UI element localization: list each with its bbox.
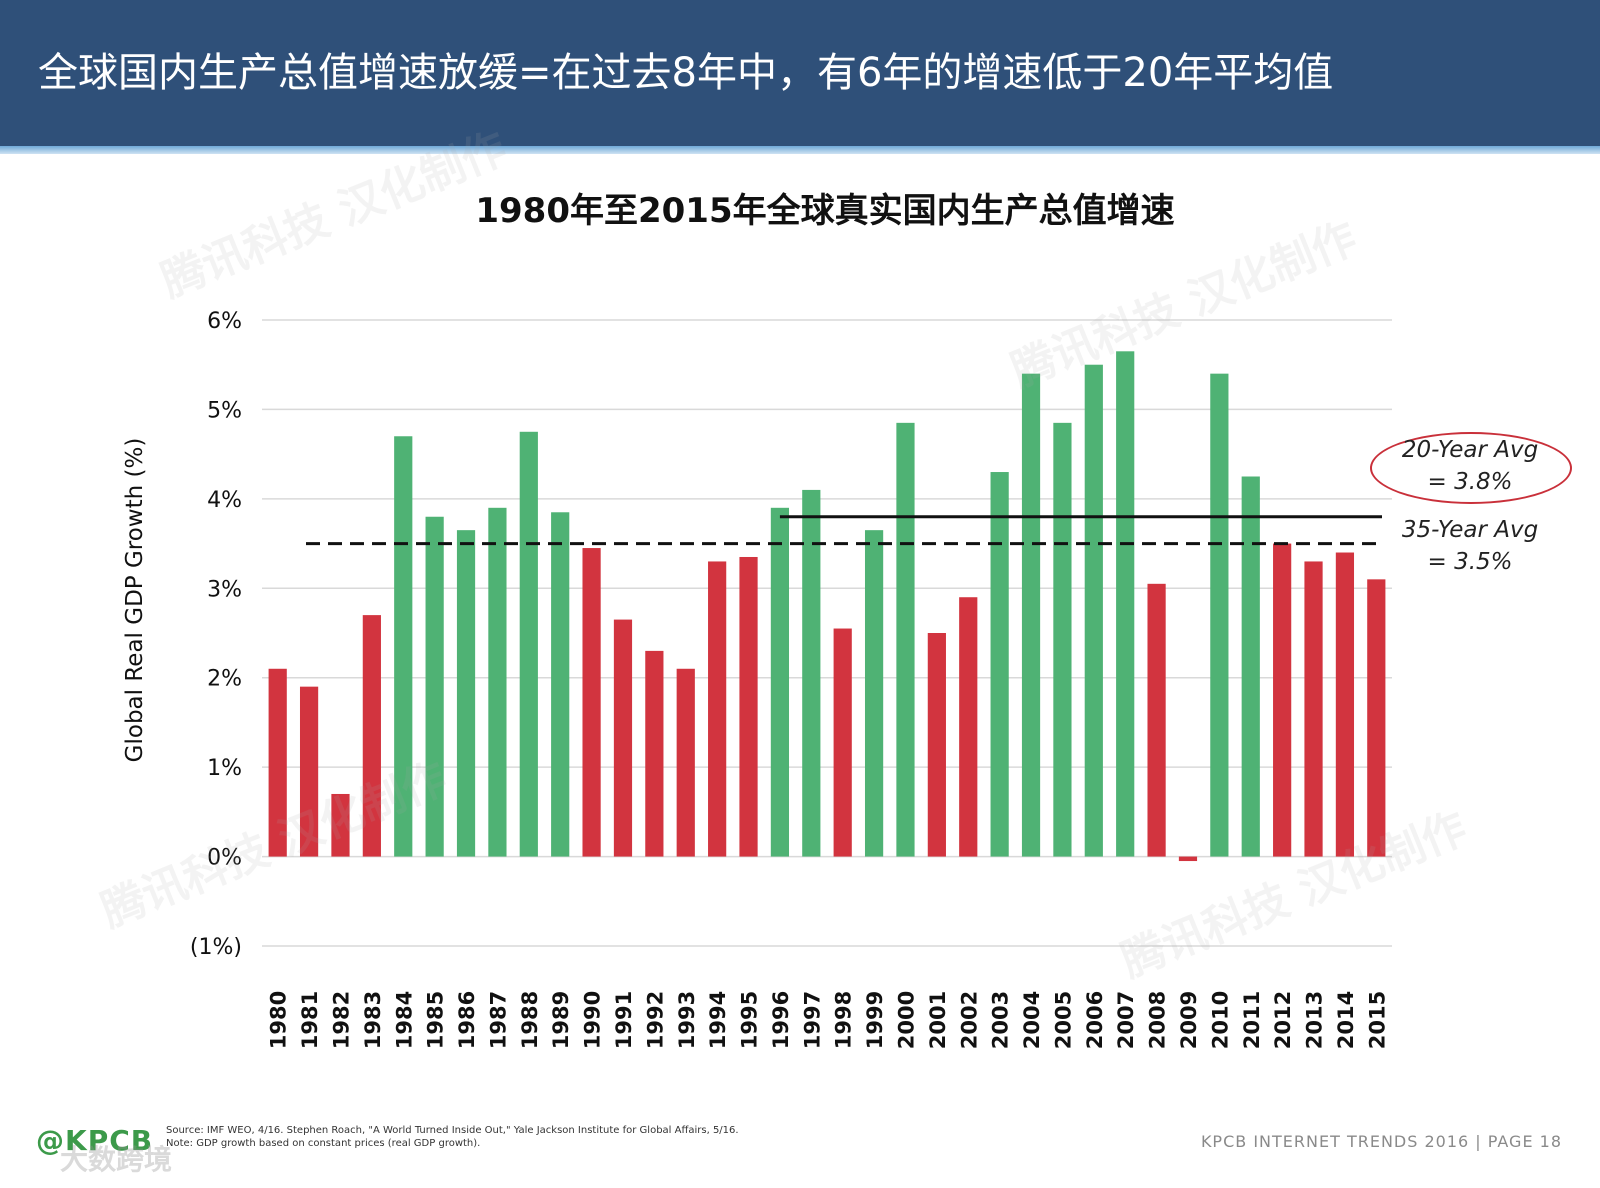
y-tick-label: 1% — [207, 756, 242, 781]
x-tick-label: 2001 — [926, 991, 950, 1049]
x-tick-label: 2010 — [1208, 991, 1232, 1049]
bar-1984 — [394, 436, 412, 856]
x-tick-label: 1997 — [800, 991, 824, 1049]
y-tick-label: (1%) — [190, 935, 242, 960]
bar-2006 — [1085, 365, 1103, 857]
x-tick-label: 1991 — [612, 991, 636, 1049]
x-tick-label: 1988 — [518, 991, 542, 1049]
bar-1996 — [771, 508, 789, 857]
source-note: Source: IMF WEO, 4/16. Stephen Roach, "A… — [166, 1124, 806, 1150]
page-footer: KPCB INTERNET TRENDS 2016 | PAGE 18 — [1201, 1132, 1562, 1151]
bar-2002 — [959, 597, 977, 856]
avg35-annotation: 35-Year Avg = 3.5% — [1370, 514, 1570, 578]
bar-2007 — [1116, 351, 1134, 856]
bar-1998 — [834, 629, 852, 857]
bar-1988 — [520, 432, 538, 857]
x-tick-label: 2003 — [989, 991, 1013, 1049]
note-line: Note: GDP growth based on constant price… — [166, 1137, 806, 1150]
y-tick-label: 4% — [207, 488, 242, 513]
bar-1999 — [865, 530, 883, 856]
bar-1991 — [614, 620, 632, 857]
x-tick-label: 2000 — [894, 991, 918, 1049]
bar-2010 — [1210, 374, 1228, 857]
x-tick-label: 2014 — [1334, 991, 1358, 1049]
x-tick-label: 1984 — [392, 991, 416, 1049]
x-tick-label: 1994 — [706, 991, 730, 1049]
gdp-bar-chart: 1980年至2015年全球真实国内生产总值增速 Global Real GDP … — [0, 0, 1600, 1100]
y-axis-label: Global Real GDP Growth (%) — [122, 438, 148, 763]
x-tick-label: 1983 — [361, 991, 385, 1049]
x-tick-label: 1995 — [738, 991, 762, 1049]
bar-1989 — [551, 512, 569, 856]
bar-2009 — [1179, 857, 1197, 861]
x-tick-label: 1989 — [549, 991, 573, 1049]
x-tick-label: 2006 — [1083, 991, 1107, 1049]
x-tick-label: 1990 — [581, 991, 605, 1049]
bar-2005 — [1053, 423, 1071, 857]
x-tick-label: 2009 — [1177, 991, 1201, 1049]
x-tick-label: 1987 — [486, 991, 510, 1049]
bar-1987 — [488, 508, 506, 857]
x-tick-label: 2015 — [1365, 991, 1389, 1049]
avg35-label: 35-Year Avg — [1370, 514, 1570, 546]
y-tick-label: 5% — [207, 398, 242, 423]
bars — [269, 351, 1386, 861]
x-tick-labels: 1980 1981 1982 1983 1984 1985 1986 1987 1988 1989… — [267, 991, 1390, 1049]
bar-2001 — [928, 633, 946, 857]
x-tick-label: 2011 — [1240, 991, 1264, 1049]
x-tick-label: 2013 — [1303, 991, 1327, 1049]
bar-1983 — [363, 615, 381, 856]
avg20-label: 20-Year Avg — [1370, 434, 1570, 466]
x-tick-label: 1981 — [298, 991, 322, 1049]
bar-2004 — [1022, 374, 1040, 857]
x-tick-label: 1980 — [267, 991, 291, 1049]
y-tick-label: 0% — [207, 846, 242, 871]
bar-2015 — [1367, 579, 1385, 856]
x-tick-label: 1986 — [455, 991, 479, 1049]
bar-1995 — [739, 557, 757, 857]
x-tick-label: 1985 — [424, 991, 448, 1049]
bar-1986 — [457, 530, 475, 856]
bar-1994 — [708, 561, 726, 856]
x-tick-label: 1996 — [769, 991, 793, 1049]
y-tick-labels: (1%) 0% 1% 2% 3% 4% 5% 6% — [190, 309, 242, 960]
y-tick-label: 2% — [207, 667, 242, 692]
y-tick-label: 3% — [207, 577, 242, 602]
x-tick-label: 1982 — [329, 991, 353, 1049]
source-line: Source: IMF WEO, 4/16. Stephen Roach, "A… — [166, 1124, 806, 1137]
bar-1992 — [645, 651, 663, 857]
bar-2014 — [1336, 553, 1354, 857]
bar-1980 — [269, 669, 287, 857]
x-tick-label: 2008 — [1146, 991, 1170, 1049]
bar-1993 — [677, 669, 695, 857]
bar-2013 — [1304, 561, 1322, 856]
x-tick-label: 1999 — [863, 991, 887, 1049]
x-tick-label: 1998 — [832, 991, 856, 1049]
bar-1981 — [300, 687, 318, 857]
bar-2000 — [896, 423, 914, 857]
chart-title: 1980年至2015年全球真实国内生产总值增速 — [475, 191, 1174, 231]
kpcb-logo: @KPCB — [36, 1124, 153, 1157]
x-tick-label: 1993 — [675, 991, 699, 1049]
x-tick-label: 2004 — [1020, 991, 1044, 1049]
x-tick-label: 1992 — [643, 991, 667, 1049]
x-tick-label: 2005 — [1051, 991, 1075, 1049]
bar-2008 — [1147, 584, 1165, 857]
x-tick-label: 2002 — [957, 991, 981, 1049]
y-tick-label: 6% — [207, 309, 242, 334]
bar-2011 — [1242, 477, 1260, 857]
avg20-annotation: 20-Year Avg = 3.8% — [1370, 434, 1570, 498]
bar-1990 — [582, 548, 600, 857]
avg20-value: = 3.8% — [1370, 466, 1570, 498]
avg35-value: = 3.5% — [1370, 546, 1570, 578]
x-tick-label: 2007 — [1114, 991, 1138, 1049]
bar-1985 — [426, 517, 444, 857]
x-tick-label: 2012 — [1271, 991, 1295, 1049]
bar-2012 — [1273, 544, 1291, 857]
bar-2003 — [991, 472, 1009, 857]
bar-1982 — [331, 794, 349, 857]
